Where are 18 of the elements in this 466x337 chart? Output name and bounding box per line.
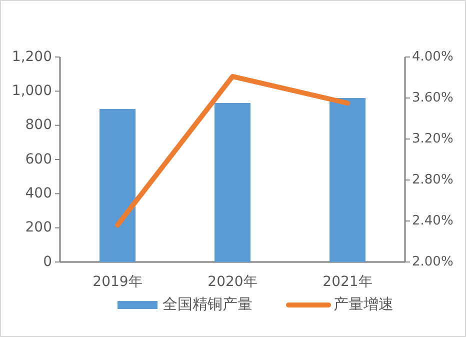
y2-tick-label: 2.80% bbox=[412, 172, 454, 188]
y-tick-label: 800 bbox=[25, 117, 52, 134]
x-tick-label: 2020年 bbox=[208, 274, 258, 290]
y-tick-label: 1,000 bbox=[12, 82, 52, 99]
y-tick-label: 200 bbox=[25, 220, 52, 236]
y-tick-label: 600 bbox=[25, 151, 52, 168]
y2-tick-label: 3.20% bbox=[412, 132, 454, 147]
y2-tick-label: 4.00% bbox=[412, 50, 454, 65]
y2-tick-label: 2.00% bbox=[412, 254, 454, 270]
y-tick-label: 1,200 bbox=[12, 48, 52, 65]
x-tick-label: 2019年 bbox=[92, 274, 142, 290]
y-tick-label: 0 bbox=[43, 254, 52, 270]
legend-label: 产量增速 bbox=[334, 295, 394, 314]
y-tick-label: 400 bbox=[25, 185, 52, 202]
y2-tick-label: 2.40% bbox=[412, 214, 454, 229]
x-tick-label: 2021年 bbox=[322, 274, 372, 290]
y2-tick-label: 3.60% bbox=[412, 90, 454, 106]
legend-label: 全国精铜产量 bbox=[162, 295, 252, 314]
